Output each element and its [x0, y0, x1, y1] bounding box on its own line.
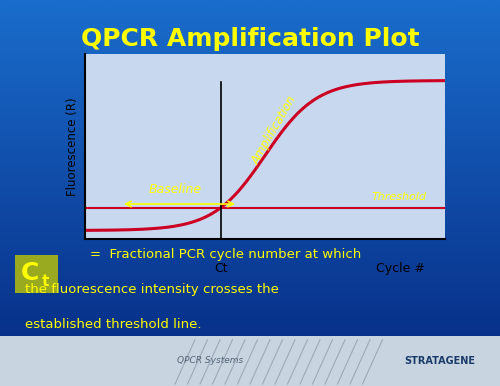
Text: C: C: [20, 261, 39, 285]
Text: STRATAGENE: STRATAGENE: [404, 356, 475, 366]
Text: established threshold line.: established threshold line.: [25, 318, 202, 331]
Text: Ct: Ct: [214, 262, 228, 275]
Text: Cycle #: Cycle #: [376, 262, 424, 275]
Text: QPCR Systems: QPCR Systems: [177, 356, 243, 366]
Text: t: t: [42, 274, 50, 288]
Text: Amplification: Amplification: [249, 93, 299, 167]
Y-axis label: Fluorescence (R): Fluorescence (R): [66, 97, 80, 196]
Text: the fluorescence intensity crosses the: the fluorescence intensity crosses the: [25, 283, 279, 296]
FancyBboxPatch shape: [13, 253, 60, 295]
Text: QPCR Amplification Plot: QPCR Amplification Plot: [80, 27, 419, 51]
Text: Baseline: Baseline: [148, 183, 202, 196]
Text: =  Fractional PCR cycle number at which: = Fractional PCR cycle number at which: [90, 248, 361, 261]
Text: Threshold: Threshold: [372, 192, 427, 202]
FancyBboxPatch shape: [0, 336, 500, 386]
